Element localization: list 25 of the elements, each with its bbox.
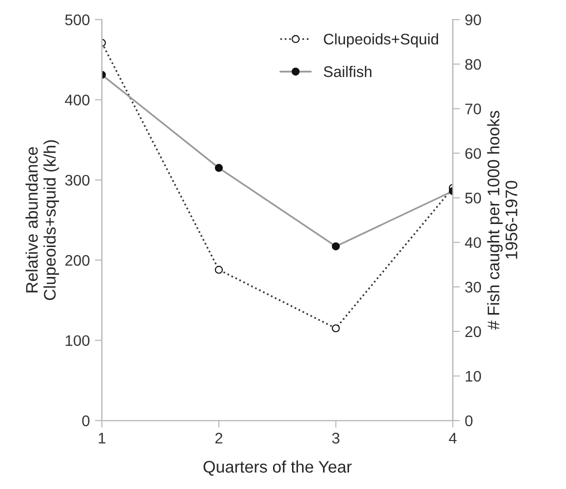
y-tick-label: 100	[66, 335, 90, 346]
y2-tick-label: 60	[465, 148, 481, 159]
y-tick-label: 200	[65, 255, 90, 266]
y-tick-label: 0	[82, 415, 90, 426]
y2-tick-label: 50	[465, 192, 481, 204]
x-tick-label: 1	[98, 432, 106, 444]
y-tick-label: 400	[64, 94, 90, 106]
y2-tick-label: 30	[465, 282, 481, 293]
y2-tick-label: 80	[465, 58, 481, 70]
y2-tick-label: 0	[465, 415, 473, 426]
x-tick-label: 2	[215, 432, 222, 444]
x-axis-title: Quarters of the Year	[204, 460, 352, 476]
legend-label: Clupeoids+Squid	[324, 33, 438, 48]
x-tick-label: 3	[332, 432, 340, 444]
y-tick-label: 300	[65, 174, 90, 186]
y2-tick-label: 90	[465, 14, 481, 26]
y-tick-label: 500	[65, 14, 90, 26]
x-tick-label: 4	[448, 432, 457, 444]
y2-tick-label: 20	[465, 326, 481, 338]
y2-tick-label: 10	[466, 370, 481, 382]
y-axis-title: Relative abundance Clupeoids+squid (k/h)	[26, 140, 60, 300]
y2-axis-title: # Fish caught per 1000 hooks 1956-1970	[487, 110, 518, 330]
y2-tick-label: 70	[465, 104, 481, 114]
y2-tick-label: 40	[464, 237, 481, 248]
legend-label: Sailfish	[324, 66, 372, 78]
